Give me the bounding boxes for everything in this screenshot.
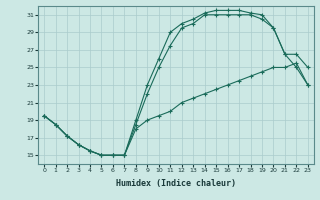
X-axis label: Humidex (Indice chaleur): Humidex (Indice chaleur) bbox=[116, 179, 236, 188]
